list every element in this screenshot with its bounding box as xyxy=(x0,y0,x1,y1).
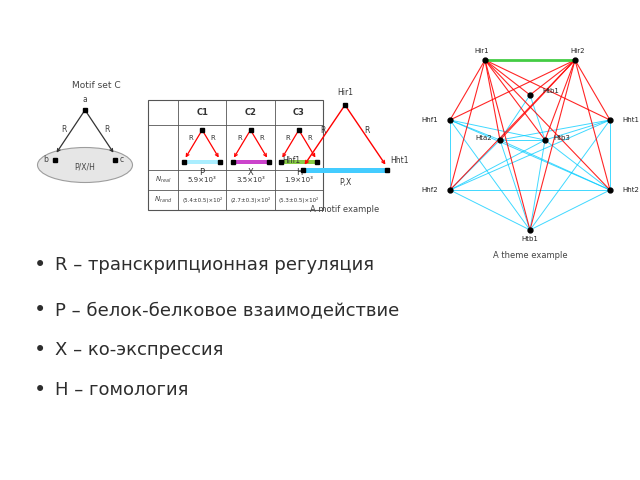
Text: R: R xyxy=(211,135,216,141)
Text: C2: C2 xyxy=(244,108,257,117)
Bar xyxy=(148,100,323,210)
Bar xyxy=(184,160,220,164)
Text: A motif example: A motif example xyxy=(310,205,380,215)
Text: R: R xyxy=(259,135,264,141)
Text: Motif set C: Motif set C xyxy=(72,81,120,89)
Text: b: b xyxy=(44,155,49,164)
Text: 1.9×10³: 1.9×10³ xyxy=(284,177,313,183)
Bar xyxy=(303,168,387,173)
Text: R: R xyxy=(189,135,193,141)
Bar xyxy=(281,160,317,164)
Text: P/X/H: P/X/H xyxy=(75,163,95,171)
Text: (5.3±0.5)×10²: (5.3±0.5)×10² xyxy=(278,197,319,203)
Text: •: • xyxy=(34,255,46,275)
Text: R: R xyxy=(104,125,109,134)
Text: $N_{rand}$: $N_{rand}$ xyxy=(154,195,172,205)
Text: A theme example: A theme example xyxy=(493,251,567,260)
Text: (5.4±0.5)×10²: (5.4±0.5)×10² xyxy=(182,197,222,203)
Text: Hhf1: Hhf1 xyxy=(421,117,438,123)
Ellipse shape xyxy=(38,147,132,182)
Text: R: R xyxy=(237,135,242,141)
Text: R: R xyxy=(307,135,312,141)
Text: H – гомология: H – гомология xyxy=(55,381,188,399)
Text: Htb3: Htb3 xyxy=(553,135,570,141)
Text: P – белок-белковое взаимодействие: P – белок-белковое взаимодействие xyxy=(55,301,399,319)
Text: C3: C3 xyxy=(293,108,305,117)
Text: Hir1: Hir1 xyxy=(475,48,490,54)
Text: P,X: P,X xyxy=(339,178,351,187)
Text: $N_{real}$: $N_{real}$ xyxy=(155,175,172,185)
Text: Hhf1: Hhf1 xyxy=(282,156,300,165)
Bar xyxy=(232,160,269,164)
Text: R: R xyxy=(285,135,290,141)
Text: •: • xyxy=(34,340,46,360)
Text: X – ко-экспрессия: X – ко-экспрессия xyxy=(55,341,223,359)
Text: Hht2: Hht2 xyxy=(622,187,639,193)
Text: X: X xyxy=(248,168,253,177)
Text: C1: C1 xyxy=(196,108,208,117)
Text: c: c xyxy=(120,155,124,164)
Text: R: R xyxy=(320,126,326,135)
Text: •: • xyxy=(34,380,46,400)
Text: Hir1: Hir1 xyxy=(337,88,353,97)
Text: R: R xyxy=(364,126,370,135)
Text: (2.7±0.3)×10²: (2.7±0.3)×10² xyxy=(230,197,271,203)
Text: Hhf2: Hhf2 xyxy=(421,187,438,193)
Text: Htb1: Htb1 xyxy=(522,236,538,242)
Text: Hht1: Hht1 xyxy=(390,156,408,165)
Text: Hir2: Hir2 xyxy=(571,48,585,54)
Text: H: H xyxy=(296,168,302,177)
Text: R – транскрипционная регуляция: R – транскрипционная регуляция xyxy=(55,256,374,274)
Text: Hta2: Hta2 xyxy=(476,135,492,141)
Text: Htb1: Htb1 xyxy=(542,88,559,94)
Text: R: R xyxy=(61,125,67,134)
Text: a: a xyxy=(83,95,88,104)
Text: Hht1: Hht1 xyxy=(622,117,639,123)
Text: •: • xyxy=(34,300,46,320)
Text: 5.9×10³: 5.9×10³ xyxy=(188,177,216,183)
Text: P: P xyxy=(200,168,205,177)
Text: 3.5×10³: 3.5×10³ xyxy=(236,177,265,183)
